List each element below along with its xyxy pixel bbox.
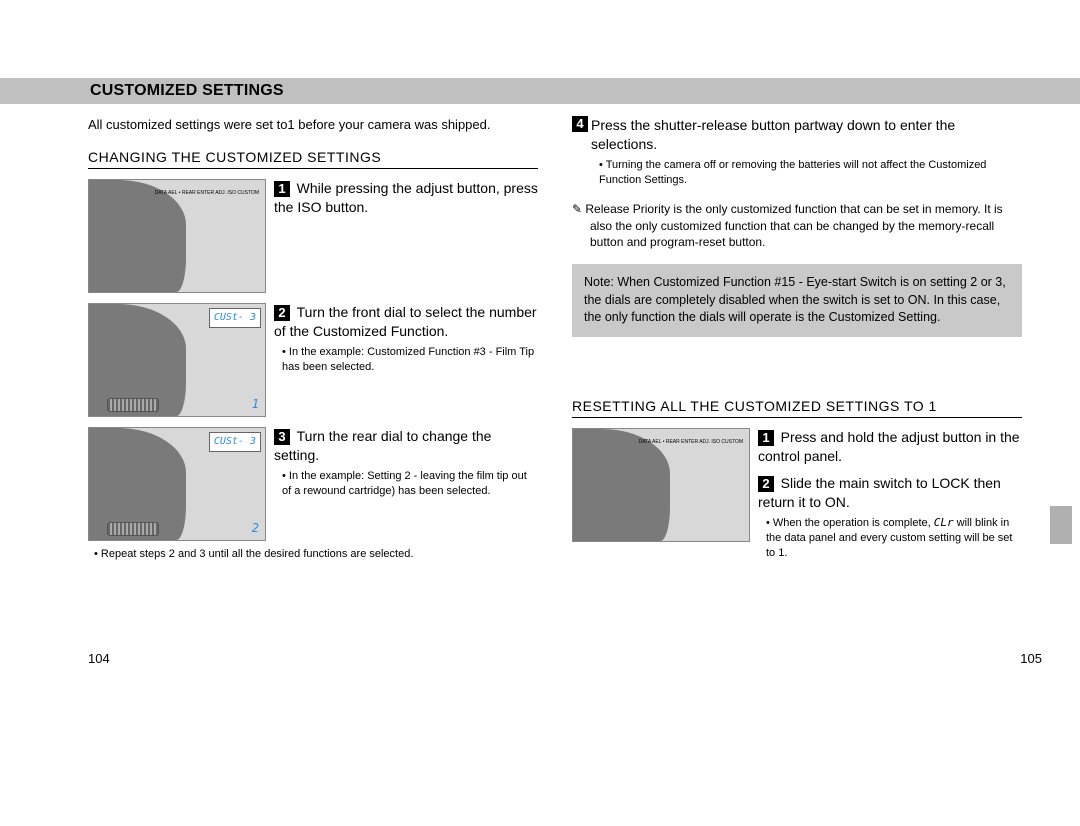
step-1-text: While pressing the adjust button, press … bbox=[274, 180, 538, 215]
figure-control-panel: DATA AEL • REAR ENTER ADJ. ISO CUSTOM bbox=[88, 179, 266, 293]
panel-labels: DATA AEL • REAR ENTER ADJ. ISO CUSTOM bbox=[155, 190, 259, 197]
reset-text-block: 1 Press and hold the adjust button in th… bbox=[758, 428, 1022, 560]
lcd-value-2: 1 bbox=[252, 396, 259, 412]
reset-2-sub-a: When the operation is complete, bbox=[773, 517, 934, 529]
page-number-right: 105 bbox=[1020, 651, 1042, 666]
reset-2-text: Slide the main switch to LOCK then retur… bbox=[758, 475, 1001, 510]
step-3-row: CUSt- 3 2 3 Turn the rear dial to change… bbox=[88, 427, 538, 541]
page-number-left: 104 bbox=[88, 651, 110, 666]
step-4-text: Press the shutter-release button partway… bbox=[591, 117, 955, 152]
header-bar: CUSTOMIZED SETTINGS bbox=[0, 78, 1080, 104]
step-3-sub: In the example: Setting 2 - leaving the … bbox=[282, 469, 538, 499]
page-title: CUSTOMIZED SETTINGS bbox=[90, 82, 284, 100]
figure-rear-dial: CUSt- 3 2 bbox=[88, 427, 266, 541]
step-2-text: Turn the front dial to select the number… bbox=[274, 304, 537, 339]
repeat-note: Repeat steps 2 and 3 until all the desir… bbox=[94, 547, 538, 562]
step-1-row: DATA AEL • REAR ENTER ADJ. ISO CUSTOM 1 … bbox=[88, 179, 538, 293]
step-2-text-block: 2 Turn the front dial to select the numb… bbox=[274, 303, 538, 374]
tip-release-priority: Release Priority is the only customized … bbox=[572, 201, 1022, 250]
section-heading-reset: RESETTING ALL THE CUSTOMIZED SETTINGS TO… bbox=[572, 397, 1022, 419]
content-columns: All customized settings were set to1 bef… bbox=[88, 116, 1050, 567]
note-box: Note: When Customized Function #15 - Eye… bbox=[572, 264, 1022, 337]
step-4-text-block: Press the shutter-release button partway… bbox=[591, 116, 1022, 187]
step-1-text-block: 1 While pressing the adjust button, pres… bbox=[274, 179, 538, 217]
left-column: All customized settings were set to1 bef… bbox=[88, 116, 538, 567]
clr-glyph: CLr bbox=[934, 516, 954, 529]
reset-1-text: Press and hold the adjust button in the … bbox=[758, 429, 1020, 464]
intro-text: All customized settings were set to1 bef… bbox=[88, 116, 538, 134]
figure-front-dial: CUSt- 3 1 bbox=[88, 303, 266, 417]
step-number-4: 4 bbox=[572, 116, 588, 132]
right-column: 4 Press the shutter-release button partw… bbox=[572, 116, 1022, 567]
manual-page: CUSTOMIZED SETTINGS All customized setti… bbox=[0, 0, 1080, 826]
reset-step-1: 1 Press and hold the adjust button in th… bbox=[758, 428, 1022, 466]
reset-steps-row: DATA AEL • REAR ENTER ADJ. ISO CUSTOM 1 … bbox=[572, 428, 1022, 560]
panel-labels-reset: DATA AEL • REAR ENTER ADJ. ISO CUSTOM bbox=[639, 439, 743, 446]
step-number-3: 3 bbox=[274, 429, 290, 445]
reset-number-1: 1 bbox=[758, 430, 774, 446]
step-number-2: 2 bbox=[274, 305, 290, 321]
step-4-sub: Turning the camera off or removing the b… bbox=[599, 158, 1022, 188]
reset-step-2: 2 Slide the main switch to LOCK then ret… bbox=[758, 474, 1022, 560]
reset-2-sub: When the operation is complete, CLr will… bbox=[766, 516, 1022, 561]
step-3-text-block: 3 Turn the rear dial to change the setti… bbox=[274, 427, 538, 498]
step-3-text: Turn the rear dial to change the setting… bbox=[274, 428, 491, 463]
lcd-value-3: 2 bbox=[252, 520, 259, 536]
side-tab bbox=[1050, 506, 1072, 544]
section-heading-changing: CHANGING THE CUSTOMIZED SETTINGS bbox=[88, 148, 538, 170]
step-2-sub: In the example: Customized Function #3 -… bbox=[282, 345, 538, 375]
step-4-row: 4 Press the shutter-release button partw… bbox=[572, 116, 1022, 187]
step-number-1: 1 bbox=[274, 181, 290, 197]
reset-number-2: 2 bbox=[758, 476, 774, 492]
lcd-display-3: CUSt- 3 bbox=[209, 432, 261, 452]
lcd-display-2: CUSt- 3 bbox=[209, 308, 261, 328]
figure-reset-panel: DATA AEL • REAR ENTER ADJ. ISO CUSTOM bbox=[572, 428, 750, 542]
step-2-row: CUSt- 3 1 2 Turn the front dial to selec… bbox=[88, 303, 538, 417]
